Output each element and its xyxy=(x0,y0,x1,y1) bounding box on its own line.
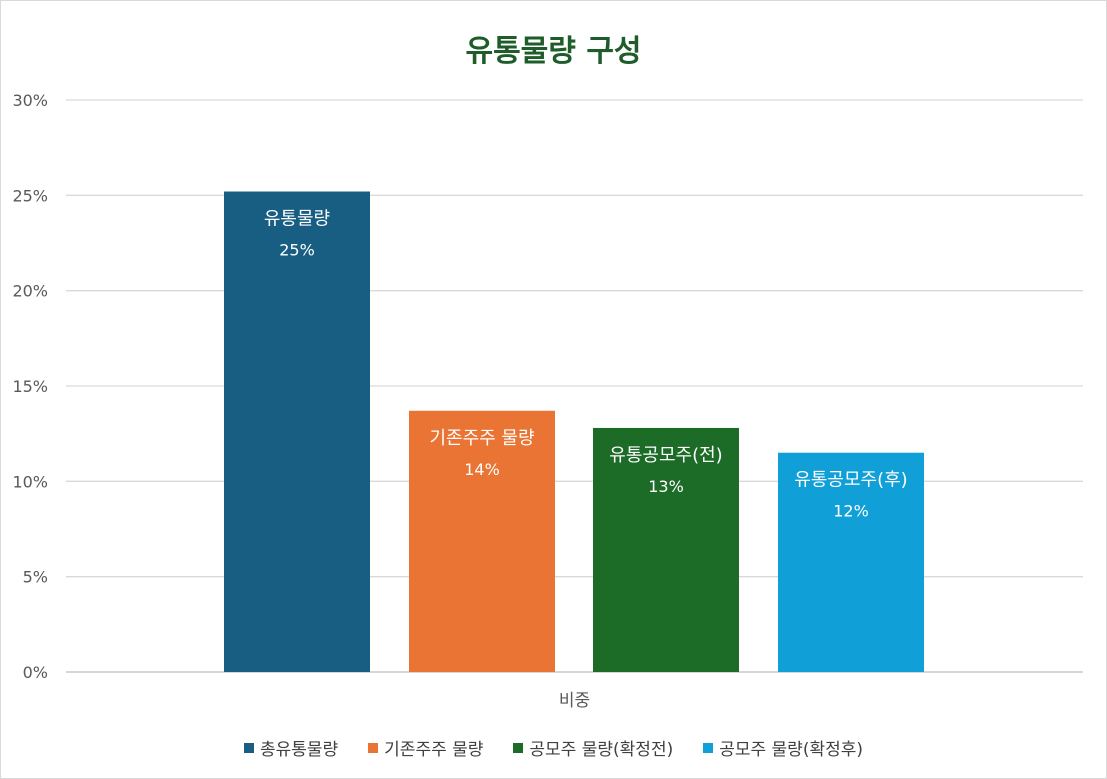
y-tick-label: 20% xyxy=(12,282,48,301)
data-label-name: 기존주주 물량 xyxy=(429,428,534,449)
bar xyxy=(224,191,370,672)
data-label-name: 유통물량 xyxy=(264,209,330,230)
y-tick-label: 25% xyxy=(12,186,48,205)
chart-title: 유통물량 구성 xyxy=(465,34,642,69)
legend-swatch xyxy=(703,742,714,753)
legend-swatch xyxy=(368,742,379,753)
x-category-label: 비중 xyxy=(559,691,590,711)
data-label-name: 유통공모주(전) xyxy=(609,445,722,466)
data-label-value: 13% xyxy=(648,477,684,496)
data-label-name: 유통공모주(후) xyxy=(794,470,907,491)
y-tick-label: 15% xyxy=(12,377,48,396)
bar xyxy=(409,410,555,672)
data-label-value: 14% xyxy=(464,460,500,479)
legend-label: 총유통물량 xyxy=(259,740,339,760)
y-tick-label: 30% xyxy=(12,91,48,110)
y-tick-label: 0% xyxy=(23,663,48,682)
legend-swatch xyxy=(513,742,524,753)
legend-item: 공모주 물량(확정전) xyxy=(513,735,673,760)
legend-item: 공모주 물량(확정후) xyxy=(703,735,863,760)
legend-item: 기존주주 물량 xyxy=(368,735,483,760)
legend-label: 공모주 물량(확정전) xyxy=(529,740,674,760)
legend-item: 총유통물량 xyxy=(243,735,339,760)
y-tick-label: 10% xyxy=(12,472,48,491)
legend-label: 기존주주 물량 xyxy=(384,740,484,760)
legend-swatch xyxy=(243,742,254,753)
legend: 총유통물량 기존주주 물량 공모주 물량(확정전) 공모주 물량(확정후) xyxy=(0,735,1107,760)
data-label-value: 25% xyxy=(279,241,315,260)
bar xyxy=(778,452,924,672)
y-tick-label: 5% xyxy=(23,568,48,587)
legend-label: 공모주 물량(확정후) xyxy=(719,740,864,760)
data-label-value: 12% xyxy=(833,502,869,521)
bar xyxy=(593,427,739,672)
